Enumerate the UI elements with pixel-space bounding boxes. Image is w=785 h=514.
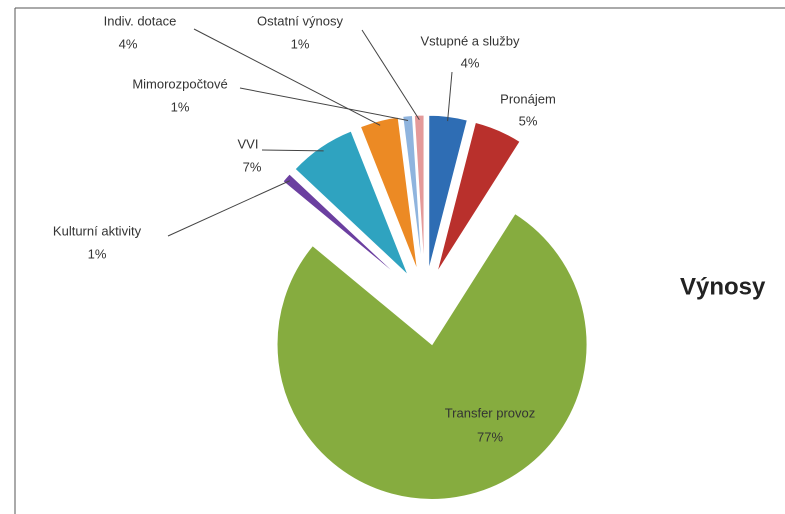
slice-label: Indiv. dotace bbox=[104, 13, 177, 28]
pie-slice bbox=[413, 114, 425, 271]
chart-title: Výnosy bbox=[680, 273, 766, 300]
pie-slice bbox=[276, 212, 588, 500]
slice-value-label: 1% bbox=[291, 36, 310, 51]
pie-slice bbox=[359, 116, 419, 272]
slice-value-label: 5% bbox=[519, 113, 538, 128]
slice-value-label: 77% bbox=[477, 429, 503, 444]
slice-value-label: 1% bbox=[88, 246, 107, 261]
leader-line bbox=[239, 87, 409, 121]
leader-line bbox=[261, 149, 324, 152]
leader-line bbox=[167, 180, 290, 237]
slice-label: VVI bbox=[238, 136, 259, 151]
pie-slice bbox=[282, 173, 403, 281]
slice-value-label: 1% bbox=[171, 99, 190, 114]
pie-slice bbox=[294, 130, 409, 276]
slice-label: Pronájem bbox=[500, 91, 556, 106]
slice-value-label: 7% bbox=[243, 159, 262, 174]
pie-slice bbox=[402, 114, 423, 271]
slice-label: Mimorozpočtové bbox=[132, 76, 227, 91]
leader-line bbox=[361, 29, 420, 121]
slice-value-label: 4% bbox=[461, 55, 480, 70]
slice-label: Ostatní výnosy bbox=[257, 13, 343, 28]
pie-slice bbox=[436, 121, 521, 273]
slice-label: Kulturní aktivity bbox=[53, 223, 142, 238]
leader-line bbox=[447, 71, 453, 122]
slice-label: Transfer provoz bbox=[445, 405, 536, 420]
slice-label: Vstupné a služby bbox=[420, 33, 520, 48]
slice-value-label: 4% bbox=[119, 36, 138, 51]
